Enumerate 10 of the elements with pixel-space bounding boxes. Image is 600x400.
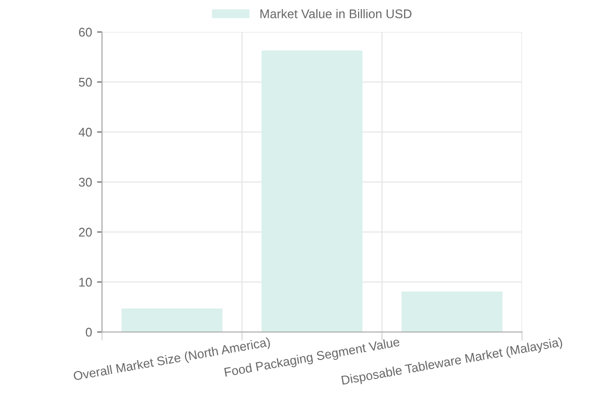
bar	[402, 292, 502, 332]
y-tick-label: 60	[79, 28, 92, 37]
y-tick-label: 10	[79, 278, 92, 287]
y-tick-label: 0	[86, 328, 92, 337]
y-tick-label: 50	[78, 78, 92, 87]
y-tick-label: 40	[78, 128, 92, 137]
bar	[122, 308, 222, 332]
legend-label: Market Value in Billion USD	[260, 9, 412, 18]
y-tick-label: 20	[79, 228, 92, 237]
y-tick-label: 30	[78, 178, 92, 187]
